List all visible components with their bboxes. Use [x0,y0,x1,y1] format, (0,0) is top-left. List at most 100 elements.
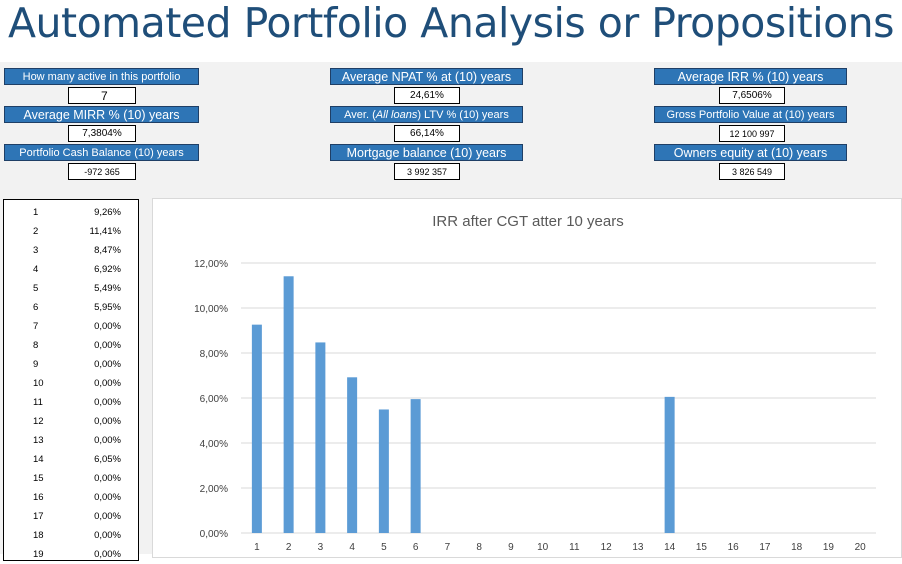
side-table-index: 9 [33,359,39,370]
side-table-index: 4 [33,264,39,275]
bar [664,396,675,533]
side-table-value: 0,00% [94,378,121,389]
npat-value[interactable]: 24,61% [394,87,460,104]
cash-balance-value[interactable]: -972 365 [68,163,136,180]
x-tick-label: 20 [855,542,867,553]
side-table-row[interactable]: 2 11,41% [4,222,138,241]
side-table-row[interactable]: 4 6,92% [4,260,138,279]
bar [251,324,262,533]
ltv-value[interactable]: 66,14% [394,125,460,142]
side-table-row[interactable]: 13 0,00% [4,431,138,450]
side-table-row[interactable]: 18 0,00% [4,526,138,545]
side-table-row[interactable]: 10 0,00% [4,374,138,393]
side-table-index: 13 [33,435,44,446]
irr-chart-svg: IRR after CGT atter 10 years 0,00% 2,00% 4,… [194,213,876,553]
side-table-value: 0,00% [94,511,121,522]
side-table-value: 0,00% [94,397,121,408]
x-tick-label: 12 [601,542,613,553]
side-table-value: 5,95% [94,302,121,313]
side-table-value: 0,00% [94,359,121,370]
side-table-value: 9,26% [94,207,121,218]
gross-value-value[interactable]: 12 100 997 [719,125,785,142]
side-table-row[interactable]: 19 0,00% [4,545,138,564]
gross-value-label: Gross Portfolio Value at (10) years [654,106,847,123]
bar [315,342,326,533]
side-table-index: 12 [33,416,44,427]
irr-chart: IRR after CGT atter 10 years 0,00% 2,00% 4,… [152,198,902,558]
side-table-row[interactable]: 5 5,49% [4,279,138,298]
mirr-value[interactable]: 7,3804% [68,125,136,142]
x-tick-label: 14 [664,542,676,553]
side-table-value: 0,00% [94,473,121,484]
side-table-index: 14 [33,454,44,465]
side-table-row[interactable]: 11 0,00% [4,393,138,412]
x-tick-label: 7 [445,542,451,553]
y-tick-label: 6,00% [200,394,228,405]
y-tick-label: 2,00% [200,484,228,495]
x-tick-label: 18 [791,542,803,553]
x-tick-label: 9 [508,542,514,553]
side-table-value: 0,00% [94,492,121,503]
equity-label: Owners equity at (10) years [654,144,847,161]
npat-label: Average NPAT % at (10) years [330,68,523,85]
side-table-value: 6,05% [94,454,121,465]
side-table-index: 3 [33,245,39,256]
side-table-index: 19 [33,549,44,560]
mortgage-label: Mortgage balance (10) years [330,144,523,161]
x-tick-label: 2 [286,542,292,553]
side-table-row[interactable]: 17 0,00% [4,507,138,526]
x-tick-label: 11 [569,542,580,553]
x-tick-label: 3 [318,542,324,553]
side-table-index: 11 [33,397,43,408]
irr-label: Average IRR % (10) years [654,68,847,85]
side-table-row[interactable]: 15 0,00% [4,469,138,488]
side-table-row[interactable]: 14 6,05% [4,450,138,469]
side-table-value: 5,49% [94,283,121,294]
side-table-row[interactable]: 12 0,00% [4,412,138,431]
side-table-value: 0,00% [94,530,121,541]
mortgage-value[interactable]: 3 992 357 [394,163,460,180]
ltv-label-em: All loans [375,109,418,121]
side-table-index: 7 [33,321,39,332]
bar [410,399,421,533]
side-table-value: 0,00% [94,416,121,427]
side-table-index: 5 [33,283,39,294]
y-tick-label: 10,00% [194,304,228,315]
x-tick-label: 4 [349,542,355,553]
side-table-row[interactable]: 7 0,00% [4,317,138,336]
side-table-index: 10 [33,378,44,389]
active-count-value[interactable]: 7 [68,87,136,104]
side-table-index: 2 [33,226,39,237]
side-table-value: 11,41% [89,226,121,237]
irr-side-table: 1 9,26% 2 11,41% 3 8,47% 4 6,92% 5 5,49% 6 5,95% 7 0,… [3,199,139,561]
ltv-label-pre: Aver. ( [344,109,376,121]
side-table-value: 0,00% [94,340,121,351]
side-table-row[interactable]: 8 0,00% [4,336,138,355]
x-tick-label: 19 [823,542,835,553]
side-table-row[interactable]: 9 0,00% [4,355,138,374]
side-table-value: 0,00% [94,549,121,560]
side-table-index: 8 [33,340,39,351]
side-table-value: 8,47% [94,245,121,256]
cash-balance-label: Portfolio Cash Balance (10) years [4,144,199,161]
x-tick-label: 15 [696,542,708,553]
side-table-row[interactable]: 3 8,47% [4,241,138,260]
side-table-index: 15 [33,473,44,484]
side-table-value: 0,00% [94,435,121,446]
irr-value[interactable]: 7,6506% [719,87,785,104]
side-table-row[interactable]: 16 0,00% [4,488,138,507]
page-title: Automated Portfolio Analysis or Proposit… [7,0,895,47]
side-table-value: 6,92% [94,264,121,275]
active-count-label: How many active in this portfolio [4,68,199,85]
y-tick-label: 4,00% [200,439,228,450]
x-tick-label: 10 [537,542,549,553]
x-tick-label: 16 [728,542,740,553]
equity-value[interactable]: 3 826 549 [719,163,785,180]
side-table-index: 16 [33,492,44,503]
x-tick-label: 5 [381,542,387,553]
side-table-row[interactable]: 6 5,95% [4,298,138,317]
side-table-index: 1 [33,207,39,218]
side-table-row[interactable]: 1 9,26% [4,203,138,222]
bar [378,409,389,533]
x-tick-label: 17 [759,542,771,553]
